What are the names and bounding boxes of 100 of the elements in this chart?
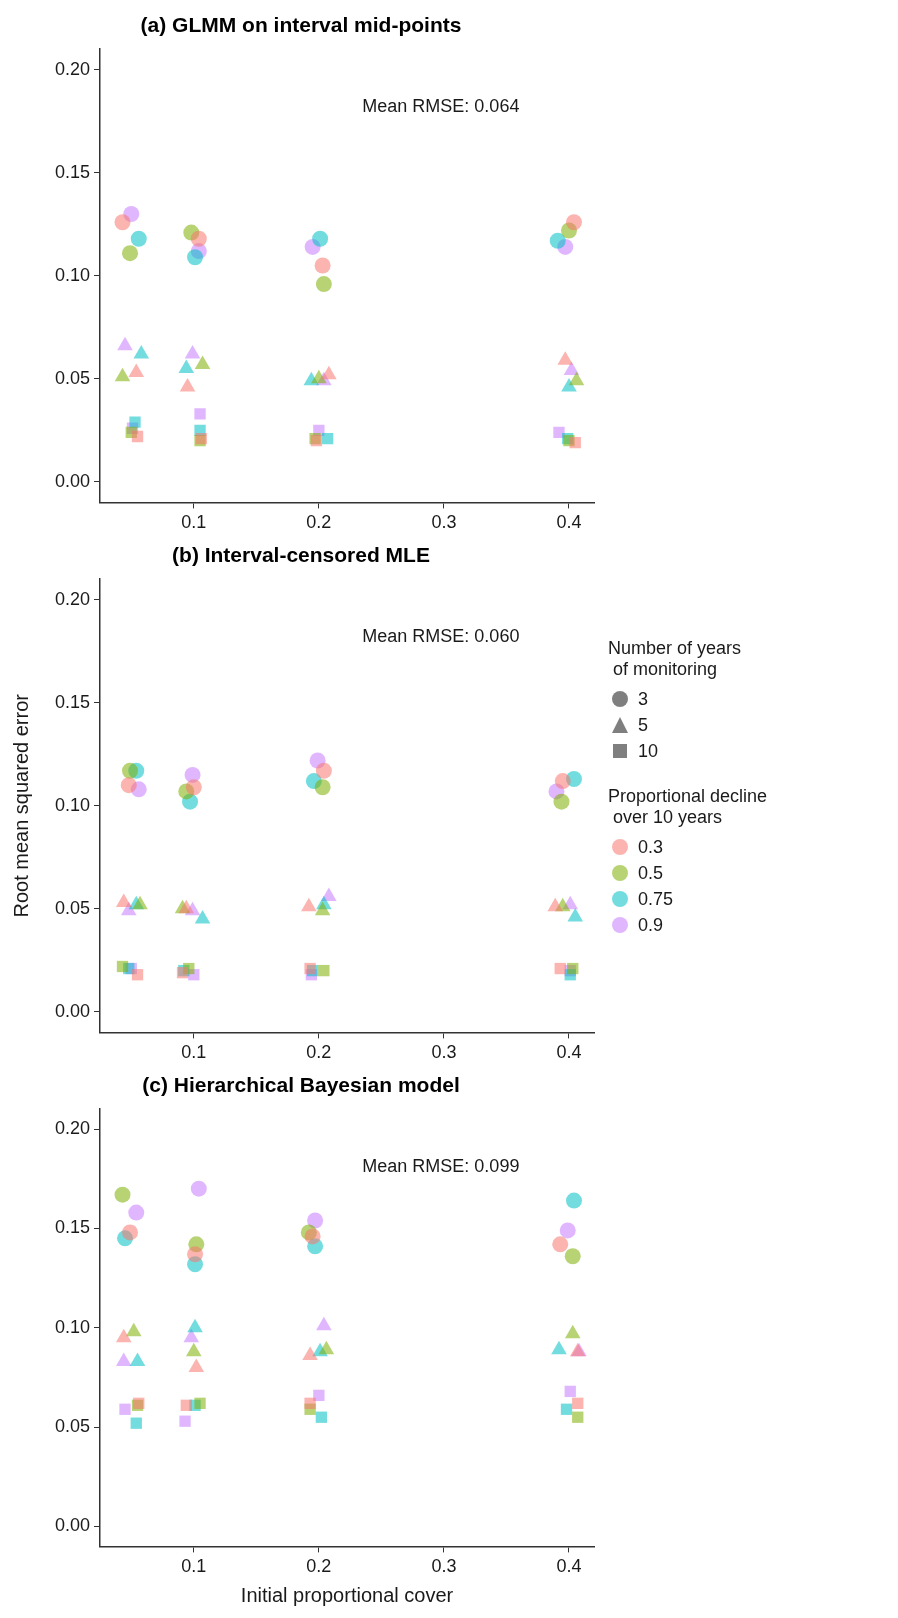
- x-tick-label: 0.3: [431, 1556, 457, 1577]
- legend-label: 0.75: [638, 888, 674, 910]
- point: [190, 230, 207, 247]
- y-tick-label: 0.05: [54, 367, 90, 388]
- y-tick-label: 0.05: [54, 1416, 90, 1437]
- point: [131, 430, 144, 443]
- x-tick-label: 0.2: [306, 1042, 332, 1063]
- point: [122, 245, 139, 262]
- point: [194, 408, 206, 420]
- x-tick-label: 0.4: [556, 512, 582, 533]
- point: [564, 1385, 576, 1398]
- point: [314, 779, 331, 796]
- y-tick-label: 0.15: [54, 161, 90, 182]
- legend-label: 5: [638, 714, 649, 736]
- point: [179, 1415, 191, 1427]
- x-tick-label: 0.4: [556, 1556, 582, 1577]
- point: [130, 230, 147, 247]
- point: [130, 1417, 142, 1429]
- y-tick-label: 0.20: [54, 588, 90, 609]
- annotation: Mean RMSE: 0.064: [362, 96, 520, 117]
- point: [194, 355, 211, 369]
- point: [115, 893, 132, 908]
- point: [184, 345, 201, 359]
- y-tick-label: 0.15: [54, 691, 90, 712]
- point: [318, 964, 330, 977]
- point: [194, 910, 211, 924]
- point: [179, 378, 196, 392]
- y-tick-label: 0.00: [54, 1515, 90, 1536]
- point: [115, 1352, 132, 1367]
- text: Number of years of monitoring: [608, 638, 742, 679]
- y-tick-label: 0.00: [54, 470, 90, 491]
- point: [554, 773, 571, 790]
- point: [180, 1399, 192, 1411]
- point: [561, 378, 577, 392]
- point: [114, 1186, 131, 1203]
- point: [311, 369, 327, 384]
- point: [120, 777, 137, 794]
- legend-label: 3: [638, 688, 649, 710]
- point: [304, 1228, 321, 1245]
- legend-label: 0.9: [638, 914, 664, 936]
- point: [122, 762, 139, 779]
- point: [313, 1389, 325, 1402]
- point: [114, 367, 131, 382]
- point: [190, 1180, 207, 1197]
- y-tick-label: 0.00: [54, 1000, 90, 1021]
- chart-title: (a) GLMM on interval mid-points: [140, 13, 462, 37]
- point: [315, 1411, 328, 1423]
- point: [553, 426, 565, 439]
- annotation: Mean RMSE: 0.099: [362, 1156, 520, 1177]
- point: [131, 969, 144, 981]
- point: [114, 214, 131, 231]
- point: [572, 1397, 584, 1409]
- point: [128, 1204, 145, 1221]
- chart-title: (c) Hierarchical Bayesian model: [142, 1073, 460, 1097]
- point: [188, 1358, 205, 1373]
- point: [560, 1403, 573, 1415]
- y-tick-label: 0.15: [54, 1217, 90, 1238]
- y-tick-label: 0.20: [54, 58, 90, 79]
- point: [129, 416, 141, 428]
- point: [569, 437, 581, 449]
- point: [564, 1324, 581, 1339]
- point: [185, 779, 202, 796]
- legend-label: 0.3: [638, 836, 664, 858]
- point: [567, 908, 584, 922]
- point: [553, 793, 570, 810]
- point: [119, 1403, 131, 1415]
- point: [187, 1246, 204, 1263]
- point: [186, 1342, 202, 1357]
- y-tick-label: 0.10: [54, 794, 90, 815]
- point: [551, 1340, 567, 1355]
- point: [187, 249, 204, 266]
- point: [125, 1322, 142, 1337]
- point: [315, 762, 332, 779]
- point: [133, 345, 150, 359]
- point: [117, 336, 133, 351]
- x-tick-label: 0.2: [306, 1556, 332, 1577]
- y-axis-title: Root mean squared error: [9, 693, 32, 918]
- x-tick-label: 0.1: [181, 1042, 207, 1063]
- point: [568, 371, 585, 386]
- point: [307, 1212, 324, 1229]
- y-tick-label: 0.10: [54, 264, 90, 285]
- y-tick-label: 0.20: [54, 1118, 90, 1139]
- x-tick-label: 0.1: [181, 1556, 207, 1577]
- point: [552, 1236, 569, 1253]
- point: [129, 1352, 146, 1367]
- point: [315, 276, 332, 293]
- x-tick-label: 0.3: [431, 512, 457, 533]
- x-tick-label: 0.3: [431, 1042, 457, 1063]
- x-axis-title: Initial proportional cover: [240, 1583, 454, 1606]
- x-tick-label: 0.1: [181, 512, 207, 533]
- point: [564, 1248, 581, 1265]
- legend-label: 10: [638, 740, 659, 762]
- chart-title: (b) Interval-censored MLE: [172, 543, 430, 567]
- point: [187, 1318, 203, 1333]
- annotation: Mean RMSE: 0.060: [362, 626, 520, 647]
- point: [116, 960, 129, 973]
- point: [314, 257, 331, 274]
- point: [194, 1397, 206, 1409]
- point: [178, 359, 195, 373]
- point: [321, 365, 337, 380]
